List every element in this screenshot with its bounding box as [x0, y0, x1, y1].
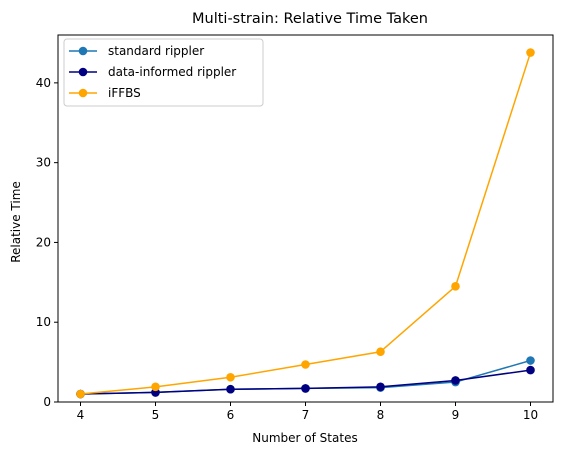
data-point: [226, 372, 235, 382]
data-point: [376, 382, 385, 392]
data-point: [301, 384, 310, 393]
legend: standard rippler data-informed rippler iFF…: [63, 38, 264, 107]
x-tick-label: 5: [152, 408, 160, 422]
y-tick-label: 30: [36, 156, 51, 170]
x-tick-label: 8: [377, 408, 385, 422]
data-point: [526, 365, 535, 375]
legend-label: data-informed rippler: [108, 65, 236, 79]
x-tick-label: 7: [302, 408, 310, 422]
x-axis-label: Number of States: [252, 431, 357, 445]
legend-marker: [78, 88, 88, 98]
legend-label: standard rippler: [108, 44, 204, 58]
y-tick-label: 40: [36, 76, 51, 90]
data-point: [301, 360, 310, 369]
data-point: [526, 356, 535, 365]
x-axis: 4 5 6 7 8 9 10: [77, 402, 538, 422]
data-point: [451, 282, 460, 291]
legend-box: [63, 38, 264, 107]
legend-label: iFFBS: [108, 86, 141, 100]
legend-item: iFFBS: [69, 86, 141, 100]
x-tick-label: 4: [77, 408, 85, 422]
data-point: [151, 382, 160, 392]
x-tick-label: 6: [227, 408, 235, 422]
legend-marker: [78, 46, 88, 56]
y-tick-label: 0: [43, 395, 51, 409]
legend-item: data-informed rippler: [69, 65, 236, 79]
data-point: [376, 347, 385, 357]
x-tick-label: 9: [452, 408, 460, 422]
legend-marker: [78, 67, 88, 77]
data-point: [526, 48, 535, 57]
data-point: [226, 384, 235, 394]
data-point: [76, 389, 85, 399]
y-tick-label: 10: [36, 315, 51, 329]
y-axis-label: Relative Time: [9, 181, 23, 263]
series-iFFBS: [76, 48, 535, 399]
y-tick-label: 20: [36, 235, 51, 249]
legend-item: standard rippler: [69, 44, 204, 58]
series-layer: [76, 48, 535, 399]
chart-title: Multi-strain: Relative Time Taken: [192, 11, 428, 27]
y-axis: 0 10 20 30 40: [36, 76, 58, 409]
x-tick-label: 10: [523, 408, 538, 422]
data-point: [451, 376, 460, 385]
